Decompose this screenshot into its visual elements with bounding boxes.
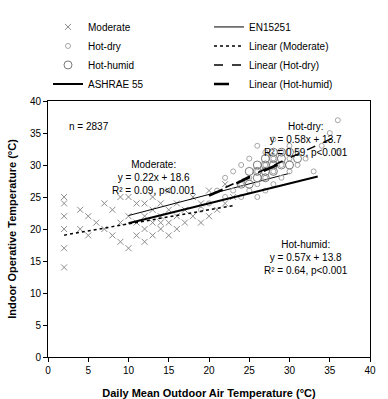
svg-text:5: 5 (35, 320, 41, 331)
svg-text:Hot-humid: Hot-humid (88, 60, 134, 71)
svg-text:Moderate:y = 0.22x + 18.6R² =: Moderate:y = 0.22x + 18.6R² = 0.09, p<0.… (112, 159, 196, 196)
svg-text:25: 25 (244, 365, 256, 376)
svg-text:20: 20 (203, 365, 215, 376)
svg-text:ASHRAE 55: ASHRAE 55 (88, 79, 143, 90)
svg-text:EN15251: EN15251 (249, 22, 291, 33)
svg-text:15: 15 (30, 256, 42, 267)
svg-text:Linear (Hot-dry): Linear (Hot-dry) (249, 60, 319, 71)
svg-text:Hot-dry: Hot-dry (88, 41, 121, 52)
svg-text:n = 2837: n = 2837 (69, 121, 109, 132)
svg-text:10: 10 (123, 365, 135, 376)
svg-text:15: 15 (163, 365, 175, 376)
svg-text:Linear (Hot-humid): Linear (Hot-humid) (249, 79, 332, 90)
svg-text:Indoor Operative Temperature (: Indoor Operative Temperature (°C) (6, 139, 18, 319)
svg-text:Linear (Moderate): Linear (Moderate) (249, 41, 328, 52)
svg-text:30: 30 (284, 365, 296, 376)
svg-text:35: 35 (30, 128, 42, 139)
svg-text:Hot-humid:y = 0.57x + 13.8R² =: Hot-humid:y = 0.57x + 13.8R² = 0.64, p<0… (264, 239, 348, 276)
svg-text:Moderate: Moderate (88, 22, 131, 33)
svg-text:5: 5 (85, 365, 91, 376)
svg-text:30: 30 (30, 160, 42, 171)
svg-text:20: 20 (30, 224, 42, 235)
svg-text:40: 40 (30, 96, 42, 107)
svg-text:0: 0 (35, 352, 41, 363)
svg-text:40: 40 (364, 365, 376, 376)
svg-text:Hot-dry:y = 0.58x + 13.7R² = 0: Hot-dry:y = 0.58x + 13.7R² = 0.59, p<0.0… (264, 121, 348, 158)
svg-text:0: 0 (45, 365, 51, 376)
svg-text:25: 25 (30, 192, 42, 203)
svg-text:10: 10 (30, 288, 42, 299)
svg-text:Daily Mean Outdoor Air Tempera: Daily Mean Outdoor Air Temperature (°C) (102, 387, 316, 399)
svg-text:35: 35 (324, 365, 336, 376)
